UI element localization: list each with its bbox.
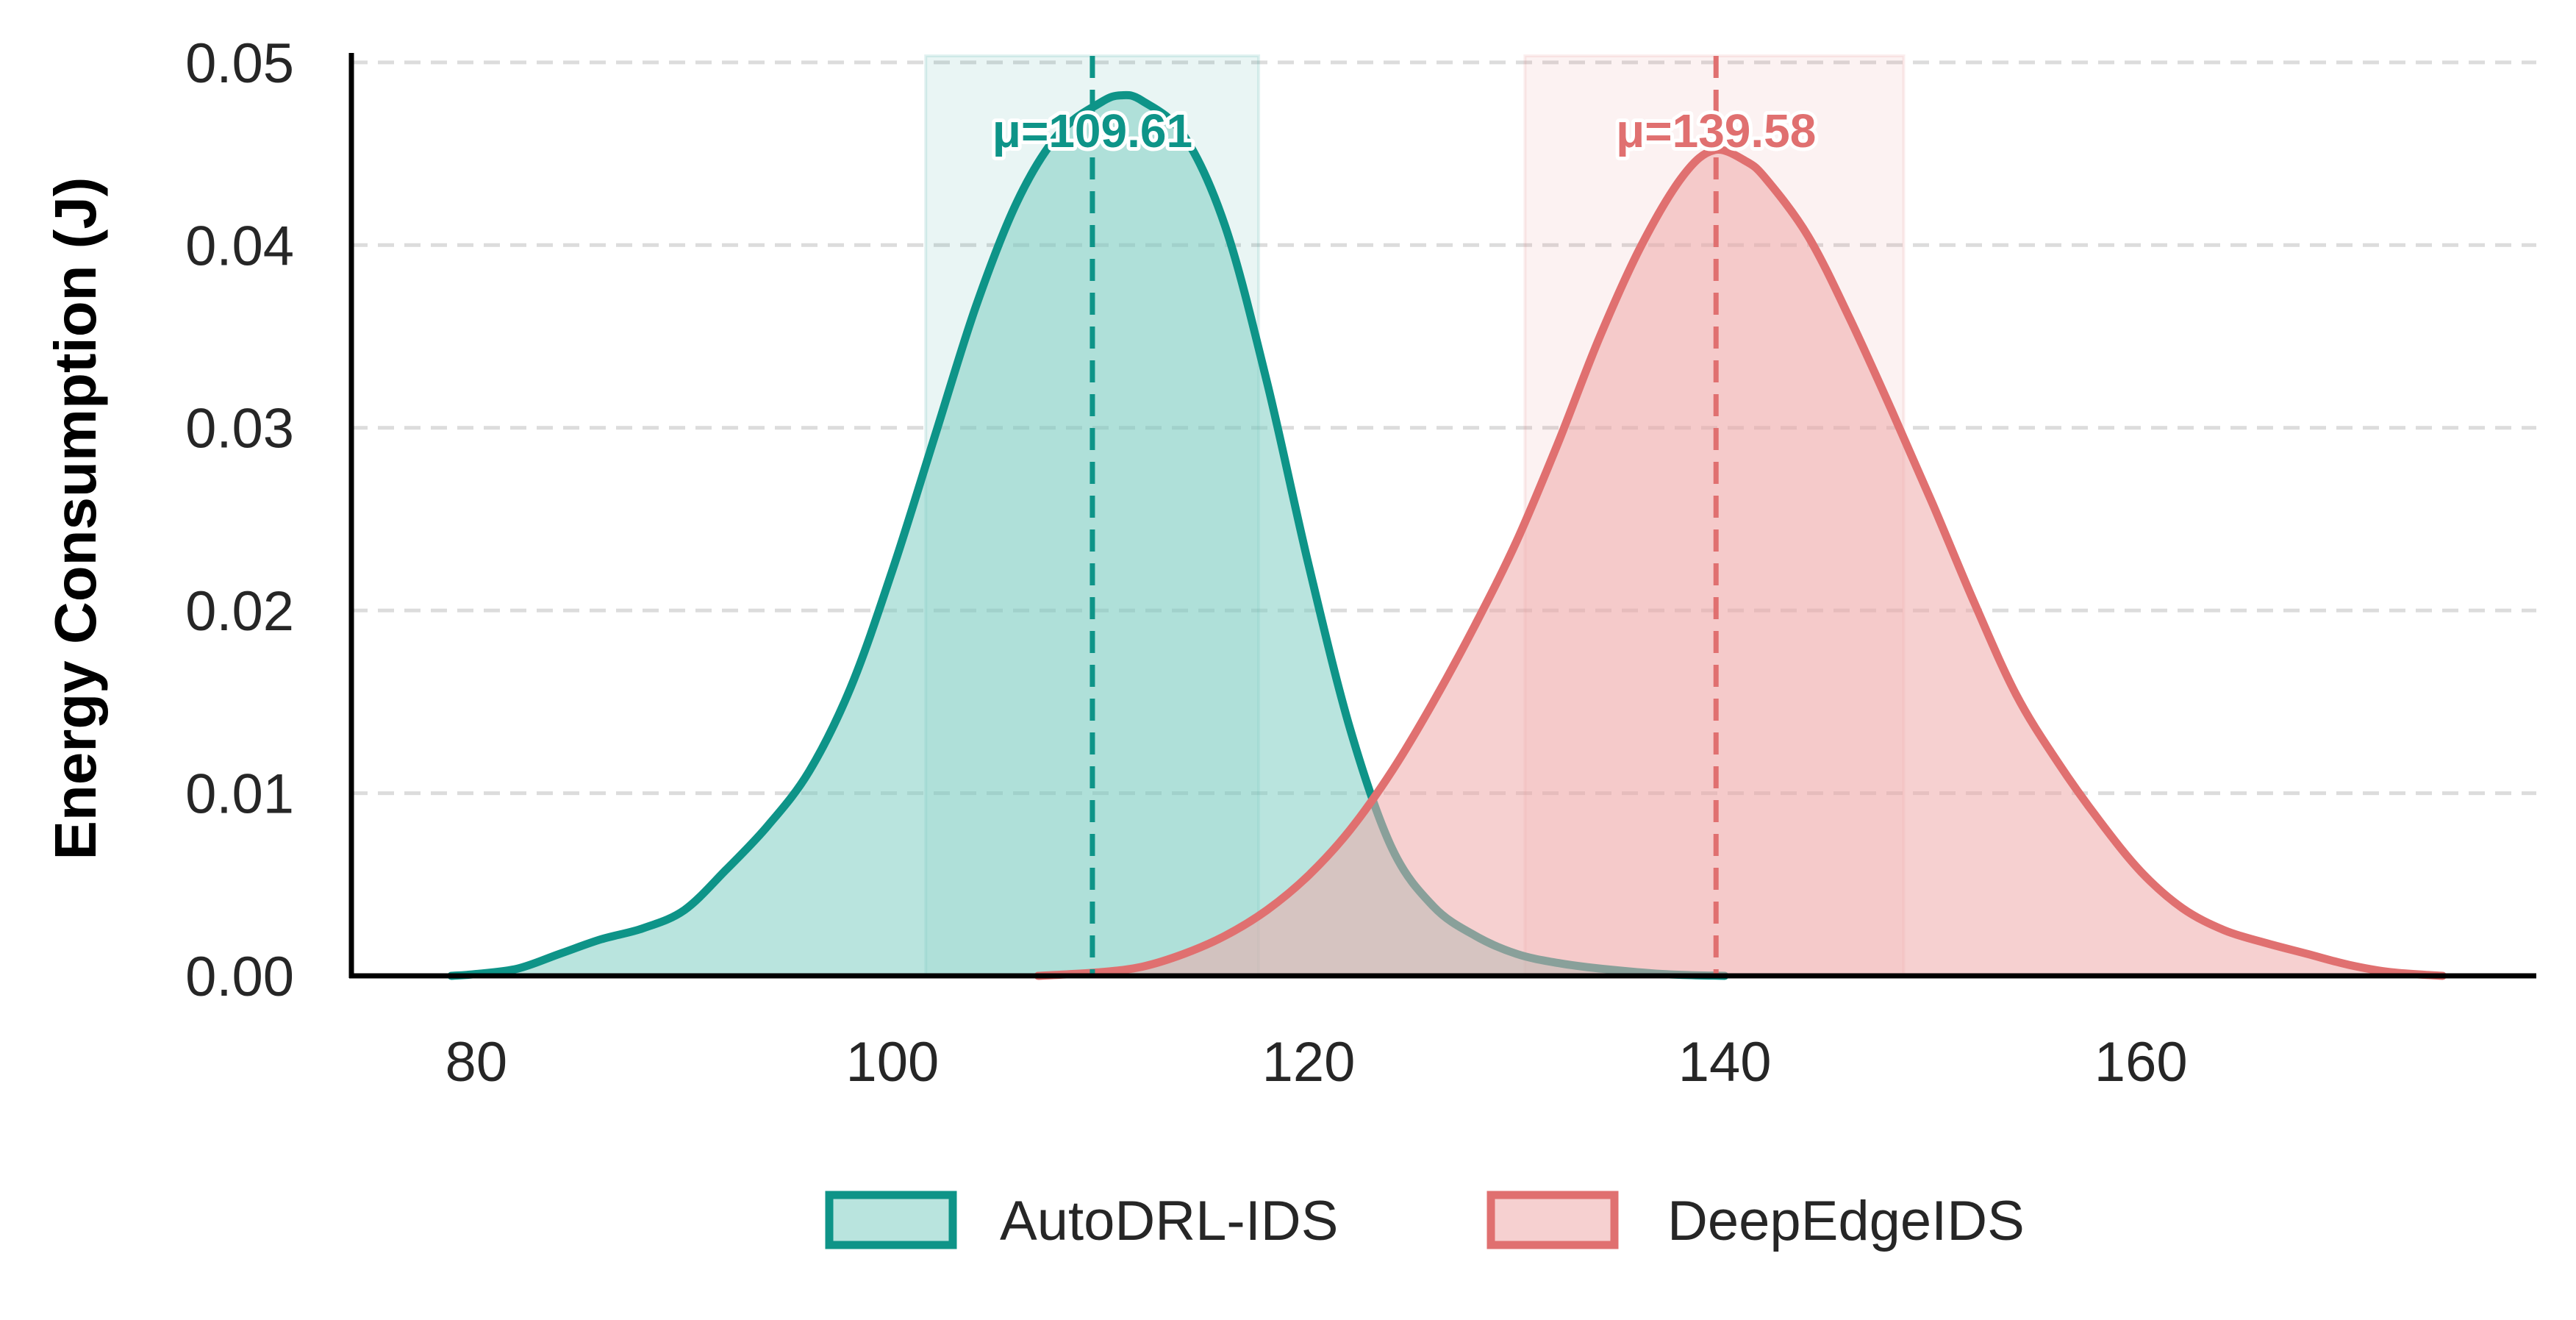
y-tick-label-0: 0.00 bbox=[185, 946, 294, 1008]
density-fill-1 bbox=[1038, 149, 2443, 977]
density-fill-0 bbox=[451, 95, 1725, 976]
legend-item-0: AutoDRL-IDS bbox=[825, 1190, 1338, 1252]
legend-label-0: AutoDRL-IDS bbox=[1000, 1190, 1338, 1252]
x-tick-label-0: 80 bbox=[446, 1031, 508, 1094]
mean-label-1: μ=139.58 bbox=[1616, 104, 1816, 157]
legend-swatch-1 bbox=[1486, 1191, 1619, 1249]
density-line-1 bbox=[1034, 146, 2447, 980]
legend-item-1: DeepEdgeIDS bbox=[1486, 1190, 2025, 1252]
x-tick-label-1: 100 bbox=[846, 1031, 940, 1094]
x-tick-label-2: 120 bbox=[1262, 1031, 1356, 1094]
legend: AutoDRL-IDS DeepEdgeIDS bbox=[825, 1190, 2025, 1252]
y-tick-labels: 0.00 0.01 0.02 0.03 0.04 0.05 bbox=[185, 32, 294, 1008]
density-areas bbox=[447, 90, 2447, 980]
y-tick-label-3: 0.03 bbox=[185, 398, 294, 460]
y-axis-label: Energy Consumption (J) bbox=[43, 177, 108, 860]
x-tick-label-4: 160 bbox=[2094, 1031, 2188, 1094]
y-tick-label-1: 0.01 bbox=[185, 763, 294, 826]
x-tick-label-3: 140 bbox=[1678, 1031, 1772, 1094]
mean-label-0: μ=109.61 bbox=[992, 104, 1192, 157]
y-tick-label-4: 0.04 bbox=[185, 215, 294, 277]
x-tick-labels: 80 100 120 140 160 bbox=[446, 1031, 2188, 1094]
axes bbox=[348, 53, 2536, 979]
y-tick-label-2: 0.02 bbox=[185, 580, 294, 643]
y-tick-label-5: 0.05 bbox=[185, 32, 294, 95]
mean-lines: μ=109.61 μ=139.58 bbox=[989, 56, 1820, 976]
legend-label-1: DeepEdgeIDS bbox=[1667, 1190, 2025, 1252]
legend-swatch-0 bbox=[825, 1191, 957, 1249]
